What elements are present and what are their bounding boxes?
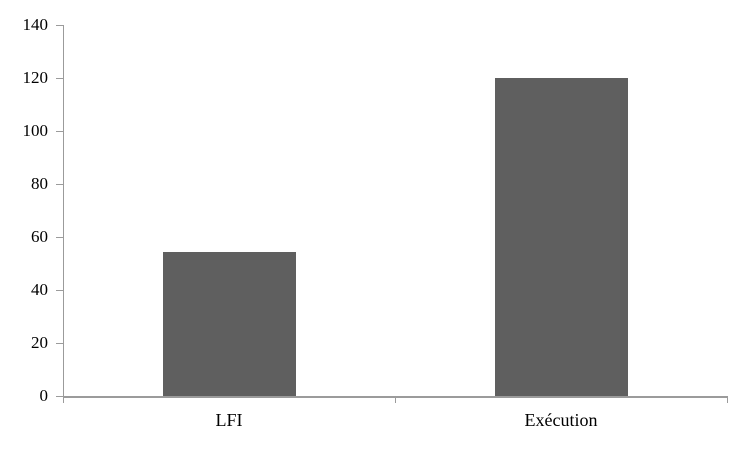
x-axis-tick xyxy=(395,396,396,403)
x-axis-tick xyxy=(63,396,64,403)
y-axis-tick xyxy=(56,25,63,26)
y-axis-tick-label: 40 xyxy=(31,280,48,299)
y-axis-tick-label: 60 xyxy=(31,227,48,246)
y-axis-tick-label: 120 xyxy=(22,68,49,87)
y-axis-tick xyxy=(56,184,63,185)
x-axis-category-label: Exécution xyxy=(524,410,598,430)
y-axis-tick-label: 0 xyxy=(39,386,49,405)
y-axis-tick-label: 20 xyxy=(31,333,48,352)
y-axis-tick-label: 100 xyxy=(22,121,49,140)
x-axis-tick xyxy=(727,396,728,403)
y-axis-tick xyxy=(56,396,63,397)
y-axis-tick xyxy=(56,78,63,79)
y-axis-tick xyxy=(56,237,63,238)
y-axis-tick-label: 80 xyxy=(31,174,48,193)
bar-exécution xyxy=(494,78,628,396)
x-axis-category-label: LFI xyxy=(215,410,243,430)
y-axis-tick xyxy=(56,290,63,291)
y-axis-tick xyxy=(56,343,63,344)
bar-lfi xyxy=(162,251,296,396)
y-axis-line xyxy=(63,25,64,397)
y-axis-tick-label: 140 xyxy=(22,15,49,34)
y-axis-tick xyxy=(56,131,63,132)
